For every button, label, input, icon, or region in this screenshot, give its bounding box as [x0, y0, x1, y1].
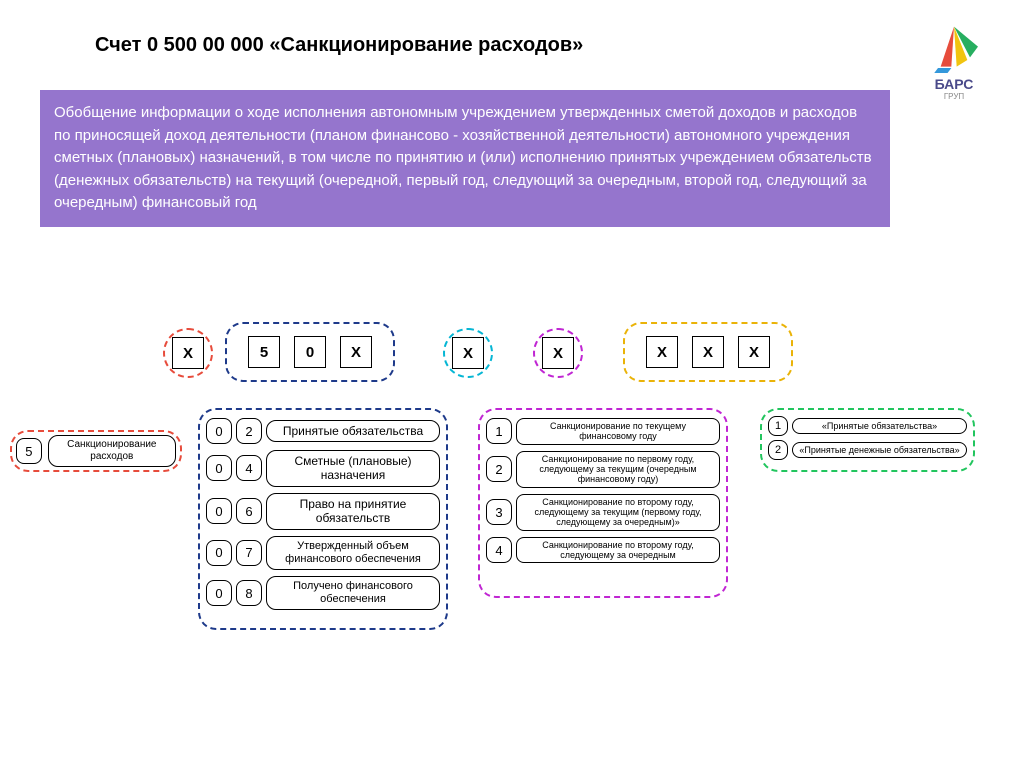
page-title: Счет 0 500 00 000 «Санкционирование расх… [95, 34, 583, 57]
g3-3-code: 4 [486, 537, 512, 563]
g2-3-label: Утвержденный объем финансового обеспечен… [266, 536, 440, 570]
g2-2-label: Право на принятие обязательств [266, 493, 440, 530]
digit-oval-cyan: X [443, 328, 493, 378]
g2-4-code-b: 8 [236, 580, 262, 606]
g2-2-code-b: 6 [236, 498, 262, 524]
g2-3-code-b: 7 [236, 540, 262, 566]
digit-9: X [738, 336, 770, 368]
g2-0-code-a: 0 [206, 418, 232, 444]
digit-8: X [692, 336, 724, 368]
digit-group-yellow: X X X [623, 322, 793, 382]
g2-1-code-a: 0 [206, 455, 232, 481]
g2-0-label: Принятые обязательства [266, 420, 440, 442]
digit-5: X [452, 337, 484, 369]
g2-2-code-a: 0 [206, 498, 232, 524]
g2-1-label: Сметные (плановые) назначения [266, 450, 440, 487]
g4-0-label: «Принятые обязательства» [792, 418, 967, 434]
digit-oval-X1: X [163, 328, 213, 378]
g2-0-code-b: 2 [236, 418, 262, 444]
g2-3-code-a: 0 [206, 540, 232, 566]
g3-2-code: 3 [486, 499, 512, 525]
g3-1-label: Санкционирование по первому году, следую… [516, 451, 720, 488]
group-green: 1 «Принятые обязательства» 2 «Принятые д… [760, 408, 975, 472]
logo-icon [914, 20, 994, 73]
g4-1-code: 2 [768, 440, 788, 460]
g3-0-code: 1 [486, 418, 512, 444]
group-red: 5 Санкционирование расходов [10, 430, 182, 472]
g1-code: 5 [16, 438, 42, 464]
g4-1-label: «Принятые денежные обязательства» [792, 442, 967, 458]
g1-label: Санкционирование расходов [48, 435, 176, 467]
group-magenta: 1 Санкционирование по текущему финансово… [478, 408, 728, 598]
digit-2: 5 [248, 336, 280, 368]
g4-0-code: 1 [768, 416, 788, 436]
digit-oval-magenta: X [533, 328, 583, 378]
logo: БАРС ГРУП [914, 20, 994, 80]
logo-sub: ГРУП [914, 92, 994, 101]
group-blue: 0 2 Принятые обязательства 0 4 Сметные (… [198, 408, 448, 630]
digit-1: X [172, 337, 204, 369]
g3-3-label: Санкционирование по второму году, следую… [516, 537, 720, 564]
logo-name: БАРС [914, 76, 994, 92]
digit-7: X [646, 336, 678, 368]
digit-4: X [340, 336, 372, 368]
g2-4-label: Получено финансового обеспечения [266, 576, 440, 610]
g2-4-code-a: 0 [206, 580, 232, 606]
g3-1-code: 2 [486, 456, 512, 482]
description-box: Обобщение информации о ходе исполнения а… [40, 90, 890, 227]
digit-group-blue: 5 0 X [225, 322, 395, 382]
g2-1-code-b: 4 [236, 455, 262, 481]
digit-6: X [542, 337, 574, 369]
g3-2-label: Санкционирование по второму году, следую… [516, 494, 720, 531]
g3-0-label: Санкционирование по текущему финансовому… [516, 418, 720, 445]
digit-3: 0 [294, 336, 326, 368]
